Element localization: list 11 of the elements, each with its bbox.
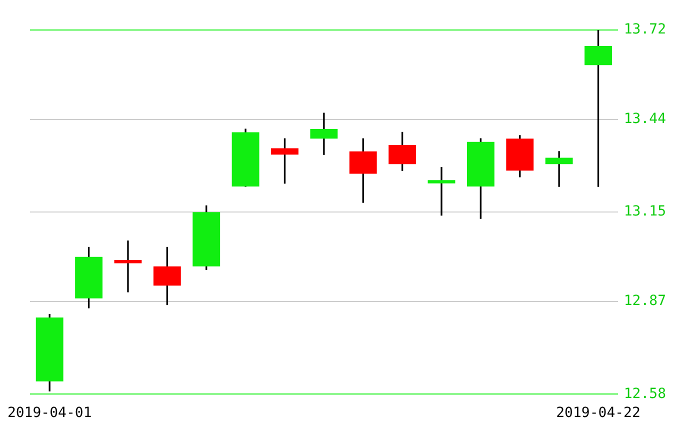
y-tick-label: 12.87	[624, 293, 666, 310]
candlestick	[310, 112, 338, 155]
x-tick-label: 2019-04-22	[556, 405, 640, 422]
candlestick	[428, 167, 456, 216]
y-tick-label: 13.15	[624, 204, 666, 220]
x-tick-label: 2019-04-01	[7, 405, 92, 422]
y-tick-label: 13.44	[624, 111, 666, 128]
y-tick-label: 13.72	[624, 22, 666, 38]
candlestick	[545, 151, 573, 187]
candlestick	[114, 240, 142, 292]
y-tick-label: 12.58	[624, 386, 666, 402]
